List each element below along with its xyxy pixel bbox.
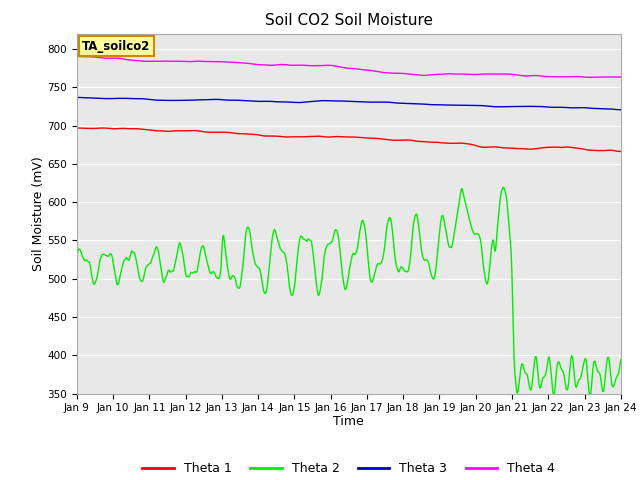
Line: Theta 2: Theta 2 — [77, 187, 621, 396]
Theta 4 — [585, 74, 593, 80]
Line: Theta 3: Theta 3 — [77, 97, 621, 110]
Theta 4 — [73, 54, 81, 60]
Theta 3 — [617, 107, 625, 113]
Theta 3 — [73, 95, 81, 100]
Theta 3 — [76, 95, 83, 100]
Legend: Theta 1, Theta 2, Theta 3, Theta 4: Theta 1, Theta 2, Theta 3, Theta 4 — [138, 457, 560, 480]
Theta 2 — [194, 264, 202, 270]
X-axis label: Time: Time — [333, 415, 364, 428]
Theta 1 — [431, 139, 439, 145]
Theta 3 — [195, 97, 202, 103]
Theta 3 — [84, 95, 92, 101]
Theta 4 — [139, 59, 147, 64]
Theta 2 — [139, 278, 147, 284]
Theta 4 — [223, 59, 230, 65]
Theta 1 — [617, 149, 625, 155]
Y-axis label: Soil Moisture (mV): Soil Moisture (mV) — [31, 156, 45, 271]
Theta 1 — [195, 128, 202, 134]
Line: Theta 1: Theta 1 — [77, 128, 621, 152]
Theta 3 — [140, 96, 147, 102]
Theta 2 — [586, 393, 594, 398]
Theta 1 — [73, 125, 81, 131]
Theta 2 — [415, 224, 422, 229]
Theta 1 — [416, 139, 424, 144]
Theta 2 — [83, 257, 90, 263]
Theta 2 — [431, 274, 438, 279]
Theta 4 — [194, 59, 202, 64]
Theta 3 — [416, 101, 424, 107]
Title: Soil CO2 Soil Moisture: Soil CO2 Soil Moisture — [265, 13, 433, 28]
Theta 3 — [431, 102, 439, 108]
Theta 4 — [415, 72, 422, 78]
Theta 1 — [74, 125, 81, 131]
Theta 1 — [223, 130, 231, 135]
Text: TA_soilco2: TA_soilco2 — [82, 40, 150, 53]
Theta 2 — [617, 357, 625, 363]
Theta 2 — [73, 251, 81, 257]
Theta 3 — [223, 97, 231, 103]
Theta 4 — [617, 74, 625, 80]
Line: Theta 4: Theta 4 — [77, 57, 621, 77]
Theta 1 — [84, 125, 92, 131]
Theta 2 — [223, 258, 230, 264]
Theta 1 — [140, 127, 147, 132]
Theta 4 — [83, 54, 90, 60]
Theta 4 — [431, 72, 438, 77]
Theta 2 — [500, 184, 508, 190]
